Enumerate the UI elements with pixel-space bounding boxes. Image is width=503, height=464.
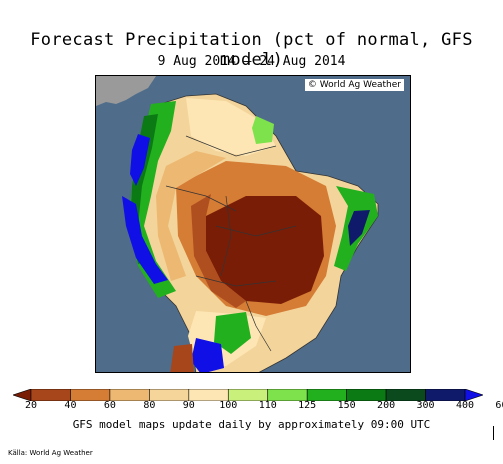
legend-tick-label: 100 bbox=[219, 400, 238, 411]
map-date-range: 9 Aug 2014 — 24 Aug 2014 bbox=[157, 54, 346, 69]
interior-tan-zone bbox=[156, 151, 226, 281]
south-chile-blue-zone bbox=[191, 338, 224, 372]
guianas-zone bbox=[186, 98, 276, 156]
legend-tick-label: 110 bbox=[258, 400, 277, 411]
update-note: GFS model maps update daily by approxima… bbox=[72, 418, 431, 431]
map-credit: © World Ag Weather bbox=[304, 79, 404, 91]
legend-cell-high bbox=[464, 389, 483, 401]
southern-rust-zone bbox=[170, 344, 194, 372]
interior-brown-core bbox=[206, 196, 324, 304]
edge-mark bbox=[493, 426, 494, 440]
map-canvas bbox=[96, 76, 410, 372]
amazon-green-patch bbox=[252, 116, 274, 144]
southern-green-zone bbox=[214, 312, 251, 354]
interior-rust-ring bbox=[191, 194, 246, 308]
coast-blue-zone-north bbox=[130, 134, 150, 186]
legend-tick-label: 40 bbox=[64, 400, 77, 411]
country-borders bbox=[165, 135, 297, 352]
legend-tick-label: 90 bbox=[182, 400, 195, 411]
legend-ticks: 20 40 60 80 90 100 110 125 150 200 300 400 600 bbox=[0, 400, 503, 414]
legend-tick-label: 20 bbox=[24, 400, 38, 411]
map-title: Forecast Precipitation (pct of normal, G… bbox=[30, 30, 473, 70]
legend-tick-label: 60 bbox=[103, 400, 116, 411]
legend-tick-label: 125 bbox=[298, 400, 317, 411]
legend-tick-label: 80 bbox=[143, 400, 156, 411]
legend-tick-label: 400 bbox=[455, 400, 475, 411]
east-coast-blue-zone bbox=[348, 210, 370, 246]
source-caption: Källa: World Ag Weather bbox=[8, 449, 93, 457]
coast-blue-zone-peru bbox=[122, 196, 168, 284]
legend-tick-label: 150 bbox=[337, 400, 356, 411]
legend-tick-label: 200 bbox=[377, 400, 396, 411]
precipitation-map: © World Ag Weather bbox=[95, 75, 411, 373]
legend-tick-label: 300 bbox=[416, 400, 435, 411]
color-legend-bar bbox=[13, 389, 483, 401]
legend-tick-label: 600 bbox=[495, 400, 503, 411]
central-america-land bbox=[96, 76, 156, 106]
